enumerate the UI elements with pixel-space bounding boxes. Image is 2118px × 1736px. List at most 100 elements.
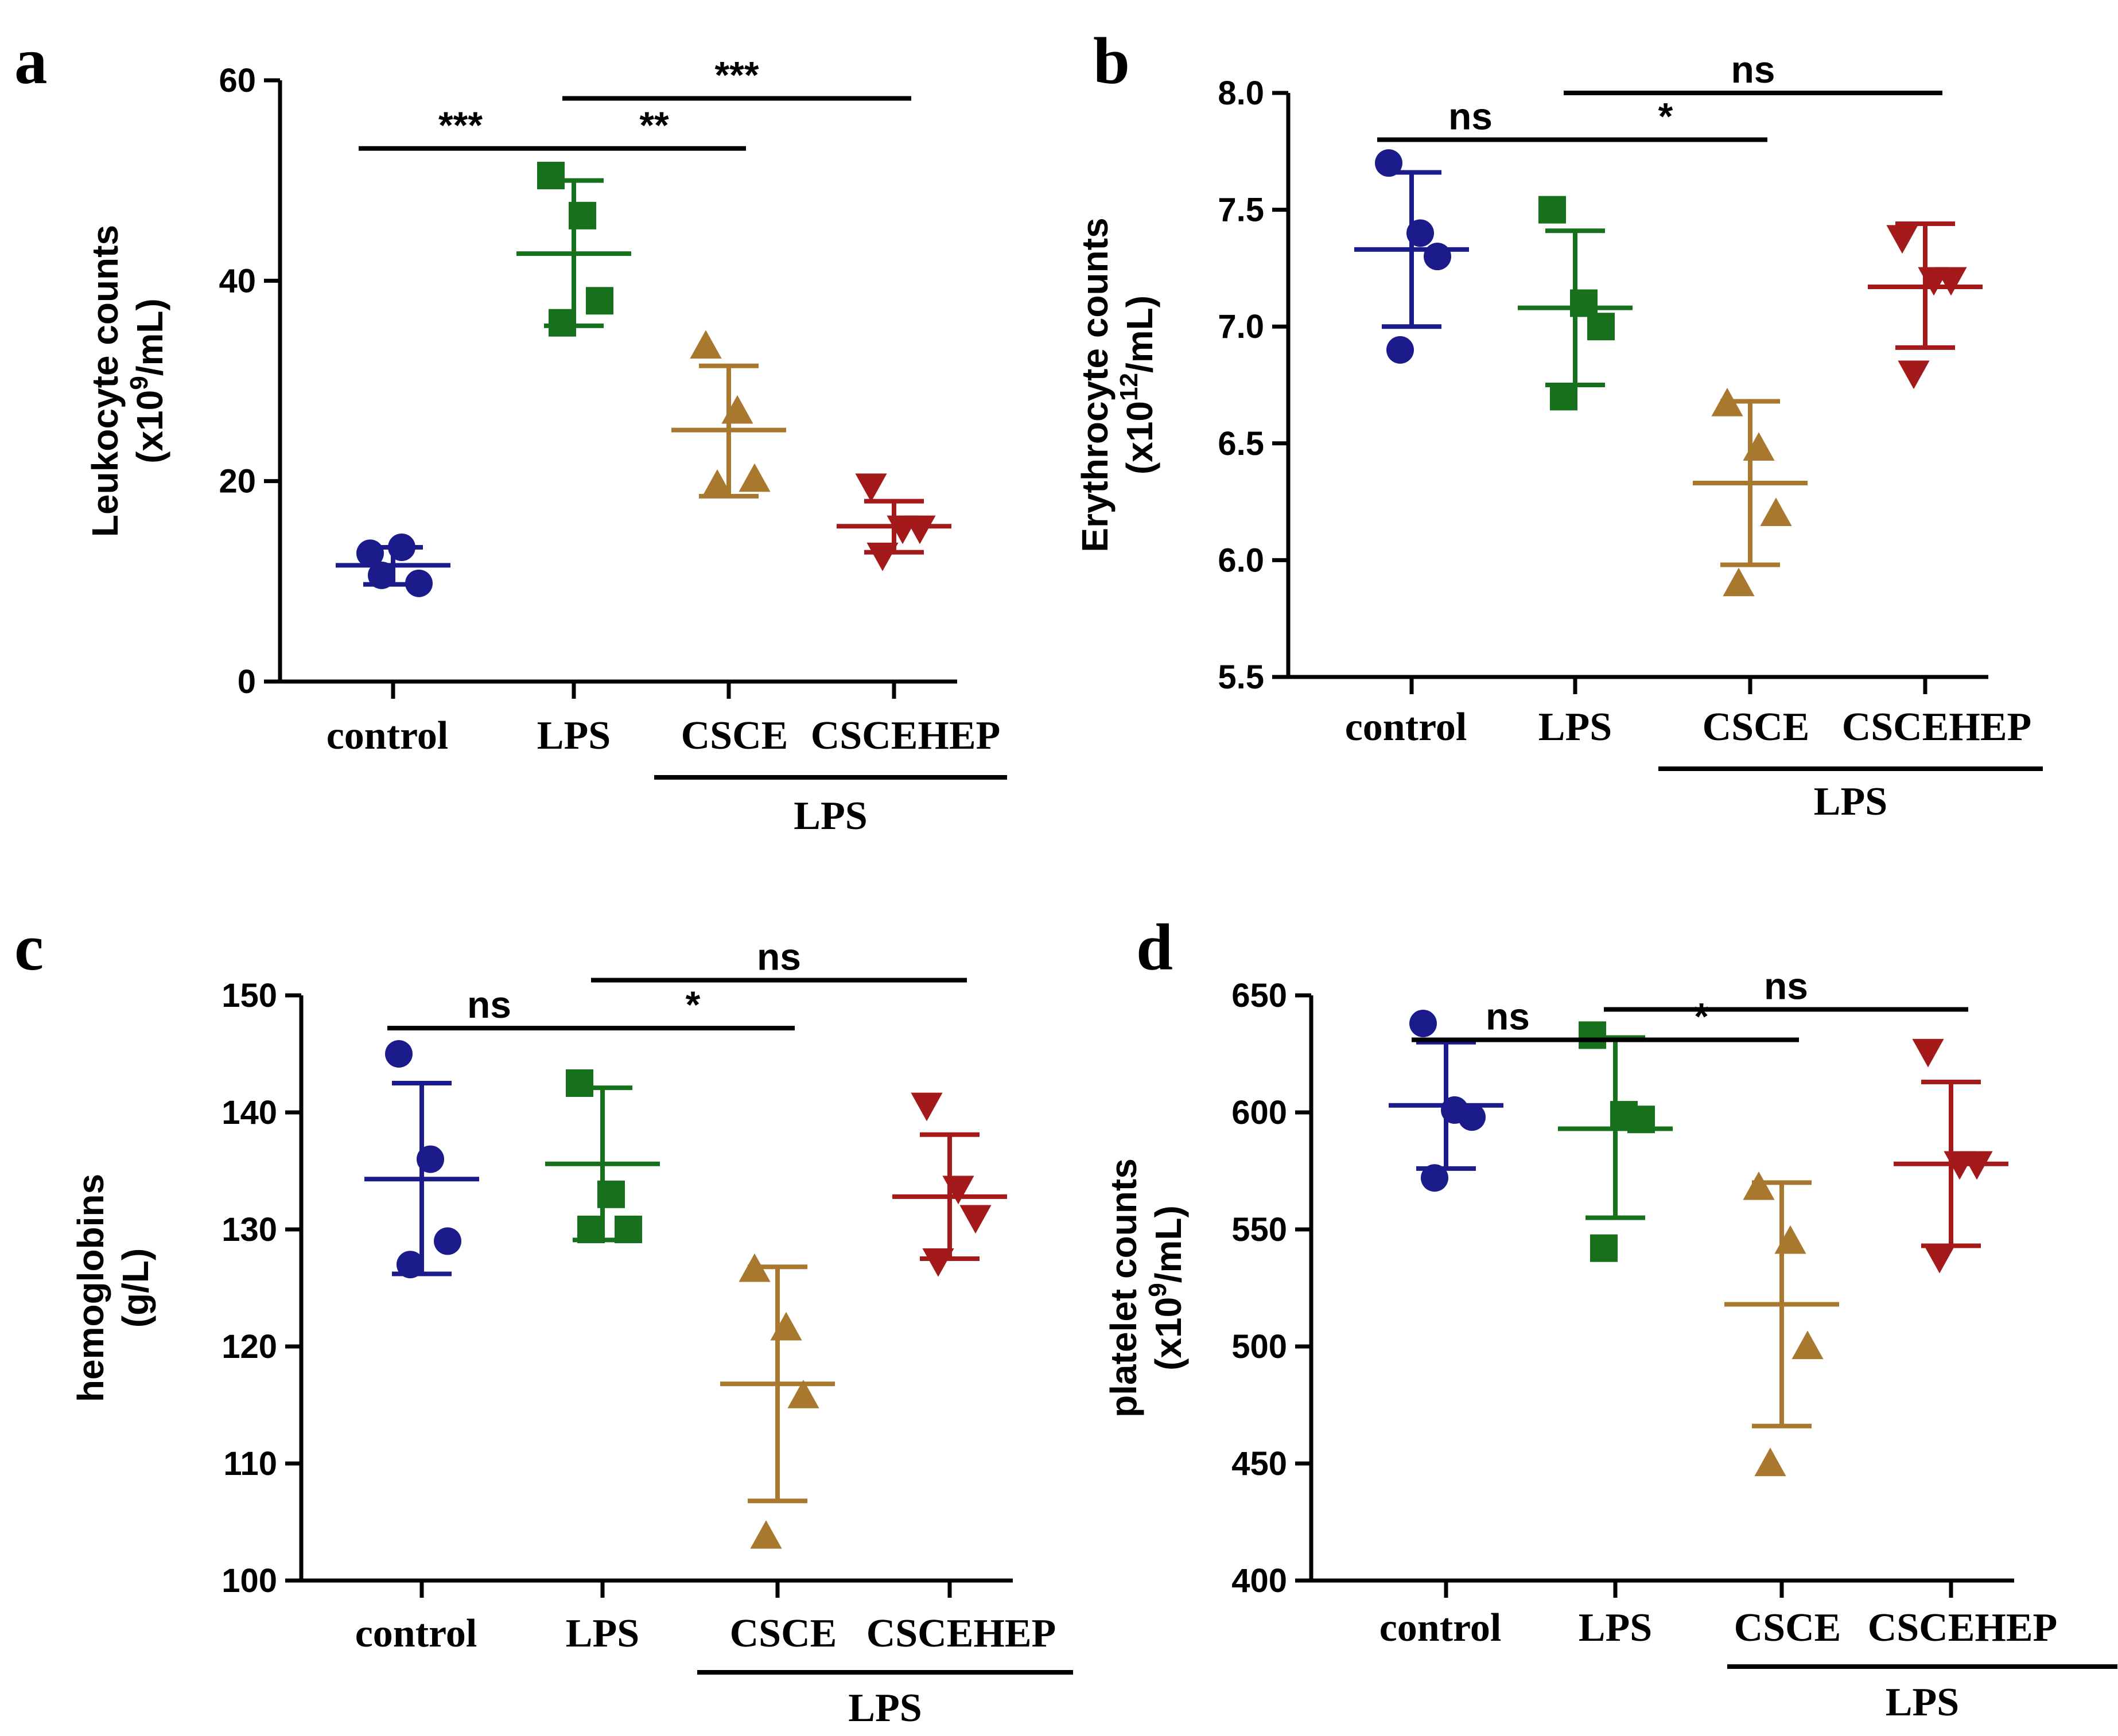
x-category-label: control xyxy=(327,714,449,758)
y-tick-label: 6.0 xyxy=(1218,542,1264,579)
x-category-label: CSCEHEP xyxy=(1868,1606,2058,1650)
series-LPS xyxy=(516,161,631,337)
series-CSCE xyxy=(671,330,786,499)
y-tick-label: 450 xyxy=(1231,1445,1287,1482)
data-point xyxy=(1590,1234,1618,1262)
data-point xyxy=(922,1248,954,1277)
series-control xyxy=(1389,1009,1503,1192)
data-point xyxy=(701,469,733,498)
data-point xyxy=(721,395,753,424)
data-point xyxy=(1550,383,1577,411)
data-point xyxy=(1743,432,1775,461)
x-category-label: control xyxy=(1379,1606,1502,1650)
y-tick-label: 20 xyxy=(219,463,256,500)
y-tick-label: 500 xyxy=(1231,1328,1287,1365)
data-point xyxy=(904,515,936,544)
group-label: LPS xyxy=(1886,1680,1959,1725)
data-point xyxy=(1424,243,1451,271)
data-point xyxy=(549,309,576,337)
significance-label: * xyxy=(686,983,701,1026)
data-point xyxy=(1406,219,1434,247)
y-tick-label: 6.5 xyxy=(1218,425,1264,462)
y-axis-unit-text: (x10 xyxy=(1148,1297,1189,1371)
data-point xyxy=(597,1180,625,1208)
data-point xyxy=(1723,567,1755,597)
group-label: LPS xyxy=(794,794,867,838)
y-tick-label: 110 xyxy=(223,1445,277,1482)
x-category-label: CSCE xyxy=(1734,1606,1841,1650)
data-point xyxy=(1421,1164,1448,1192)
data-point xyxy=(770,1311,802,1341)
data-point xyxy=(586,287,613,315)
data-point xyxy=(1570,289,1598,317)
data-point xyxy=(855,473,887,502)
y-axis-title: platelet counts xyxy=(1103,1158,1144,1418)
series-CSCEHEP xyxy=(837,473,951,571)
data-point xyxy=(537,161,565,189)
series-CSCE xyxy=(1693,387,1808,597)
data-point xyxy=(1711,387,1743,417)
data-point xyxy=(1912,1038,1944,1068)
data-point xyxy=(569,201,596,229)
significance-label: ns xyxy=(1764,964,1808,1007)
series-CSCE xyxy=(720,1253,835,1549)
series-CSCEHEP xyxy=(1894,1038,2008,1274)
data-point xyxy=(1627,1106,1655,1134)
significance-label: ** xyxy=(639,104,669,146)
y-axis-unit-superscript: 12 xyxy=(1115,373,1143,401)
y-tick-label: 60 xyxy=(219,62,256,99)
y-axis-unit-tail: /mL) xyxy=(1119,295,1160,373)
data-point xyxy=(1754,1447,1786,1477)
y-axis-title: hemoglobins xyxy=(70,1174,111,1402)
panel-letter: b xyxy=(1093,25,1130,98)
data-point xyxy=(1961,1151,1993,1180)
data-point xyxy=(1375,149,1402,177)
data-point xyxy=(1538,196,1566,224)
data-point xyxy=(356,539,384,567)
data-point xyxy=(397,1251,424,1279)
y-tick-label: 8.0 xyxy=(1218,75,1264,112)
y-axis-unit-tail: /mL) xyxy=(129,298,170,376)
data-point xyxy=(911,1092,943,1122)
data-point xyxy=(417,1145,444,1173)
significance-label: *** xyxy=(714,53,759,96)
series-control xyxy=(1354,149,1469,364)
data-point xyxy=(566,1069,593,1097)
data-point xyxy=(959,1205,992,1234)
y-axis-unit-tail: /mL) xyxy=(1148,1205,1189,1283)
significance-label: ns xyxy=(1486,995,1530,1038)
data-point xyxy=(1760,497,1792,527)
significance-label: ns xyxy=(1448,95,1493,137)
y-axis-unit-text: (x10 xyxy=(129,390,170,464)
x-category-label: CSCEHEP xyxy=(811,714,1001,758)
x-category-label: CSCE xyxy=(681,714,788,758)
significance-label: * xyxy=(1694,995,1709,1038)
data-point xyxy=(1791,1330,1824,1360)
data-point xyxy=(1458,1103,1486,1131)
data-point xyxy=(1935,267,1967,296)
series-CSCEHEP xyxy=(892,1092,1007,1277)
y-tick-label: 600 xyxy=(1231,1094,1287,1131)
x-category-label: LPS xyxy=(1538,705,1612,749)
y-axis-unit: (x1012/mL) xyxy=(1115,295,1160,474)
data-point xyxy=(577,1216,605,1243)
series-control xyxy=(336,533,450,597)
y-axis-unit-text: (g/L) xyxy=(115,1248,156,1328)
data-point xyxy=(690,330,722,359)
data-point xyxy=(942,1176,974,1205)
data-point xyxy=(1774,1225,1806,1254)
data-point xyxy=(1579,1021,1606,1049)
significance-label: ns xyxy=(757,935,801,978)
data-point xyxy=(1923,1244,1956,1274)
y-axis-unit: (x109/mL) xyxy=(1144,1205,1189,1371)
data-point xyxy=(739,463,771,492)
y-tick-label: 7.5 xyxy=(1218,192,1264,229)
x-category-label: CSCEHEP xyxy=(866,1612,1056,1656)
data-point xyxy=(1386,336,1414,364)
panel-letter: c xyxy=(14,911,44,984)
y-tick-label: 400 xyxy=(1231,1562,1287,1599)
